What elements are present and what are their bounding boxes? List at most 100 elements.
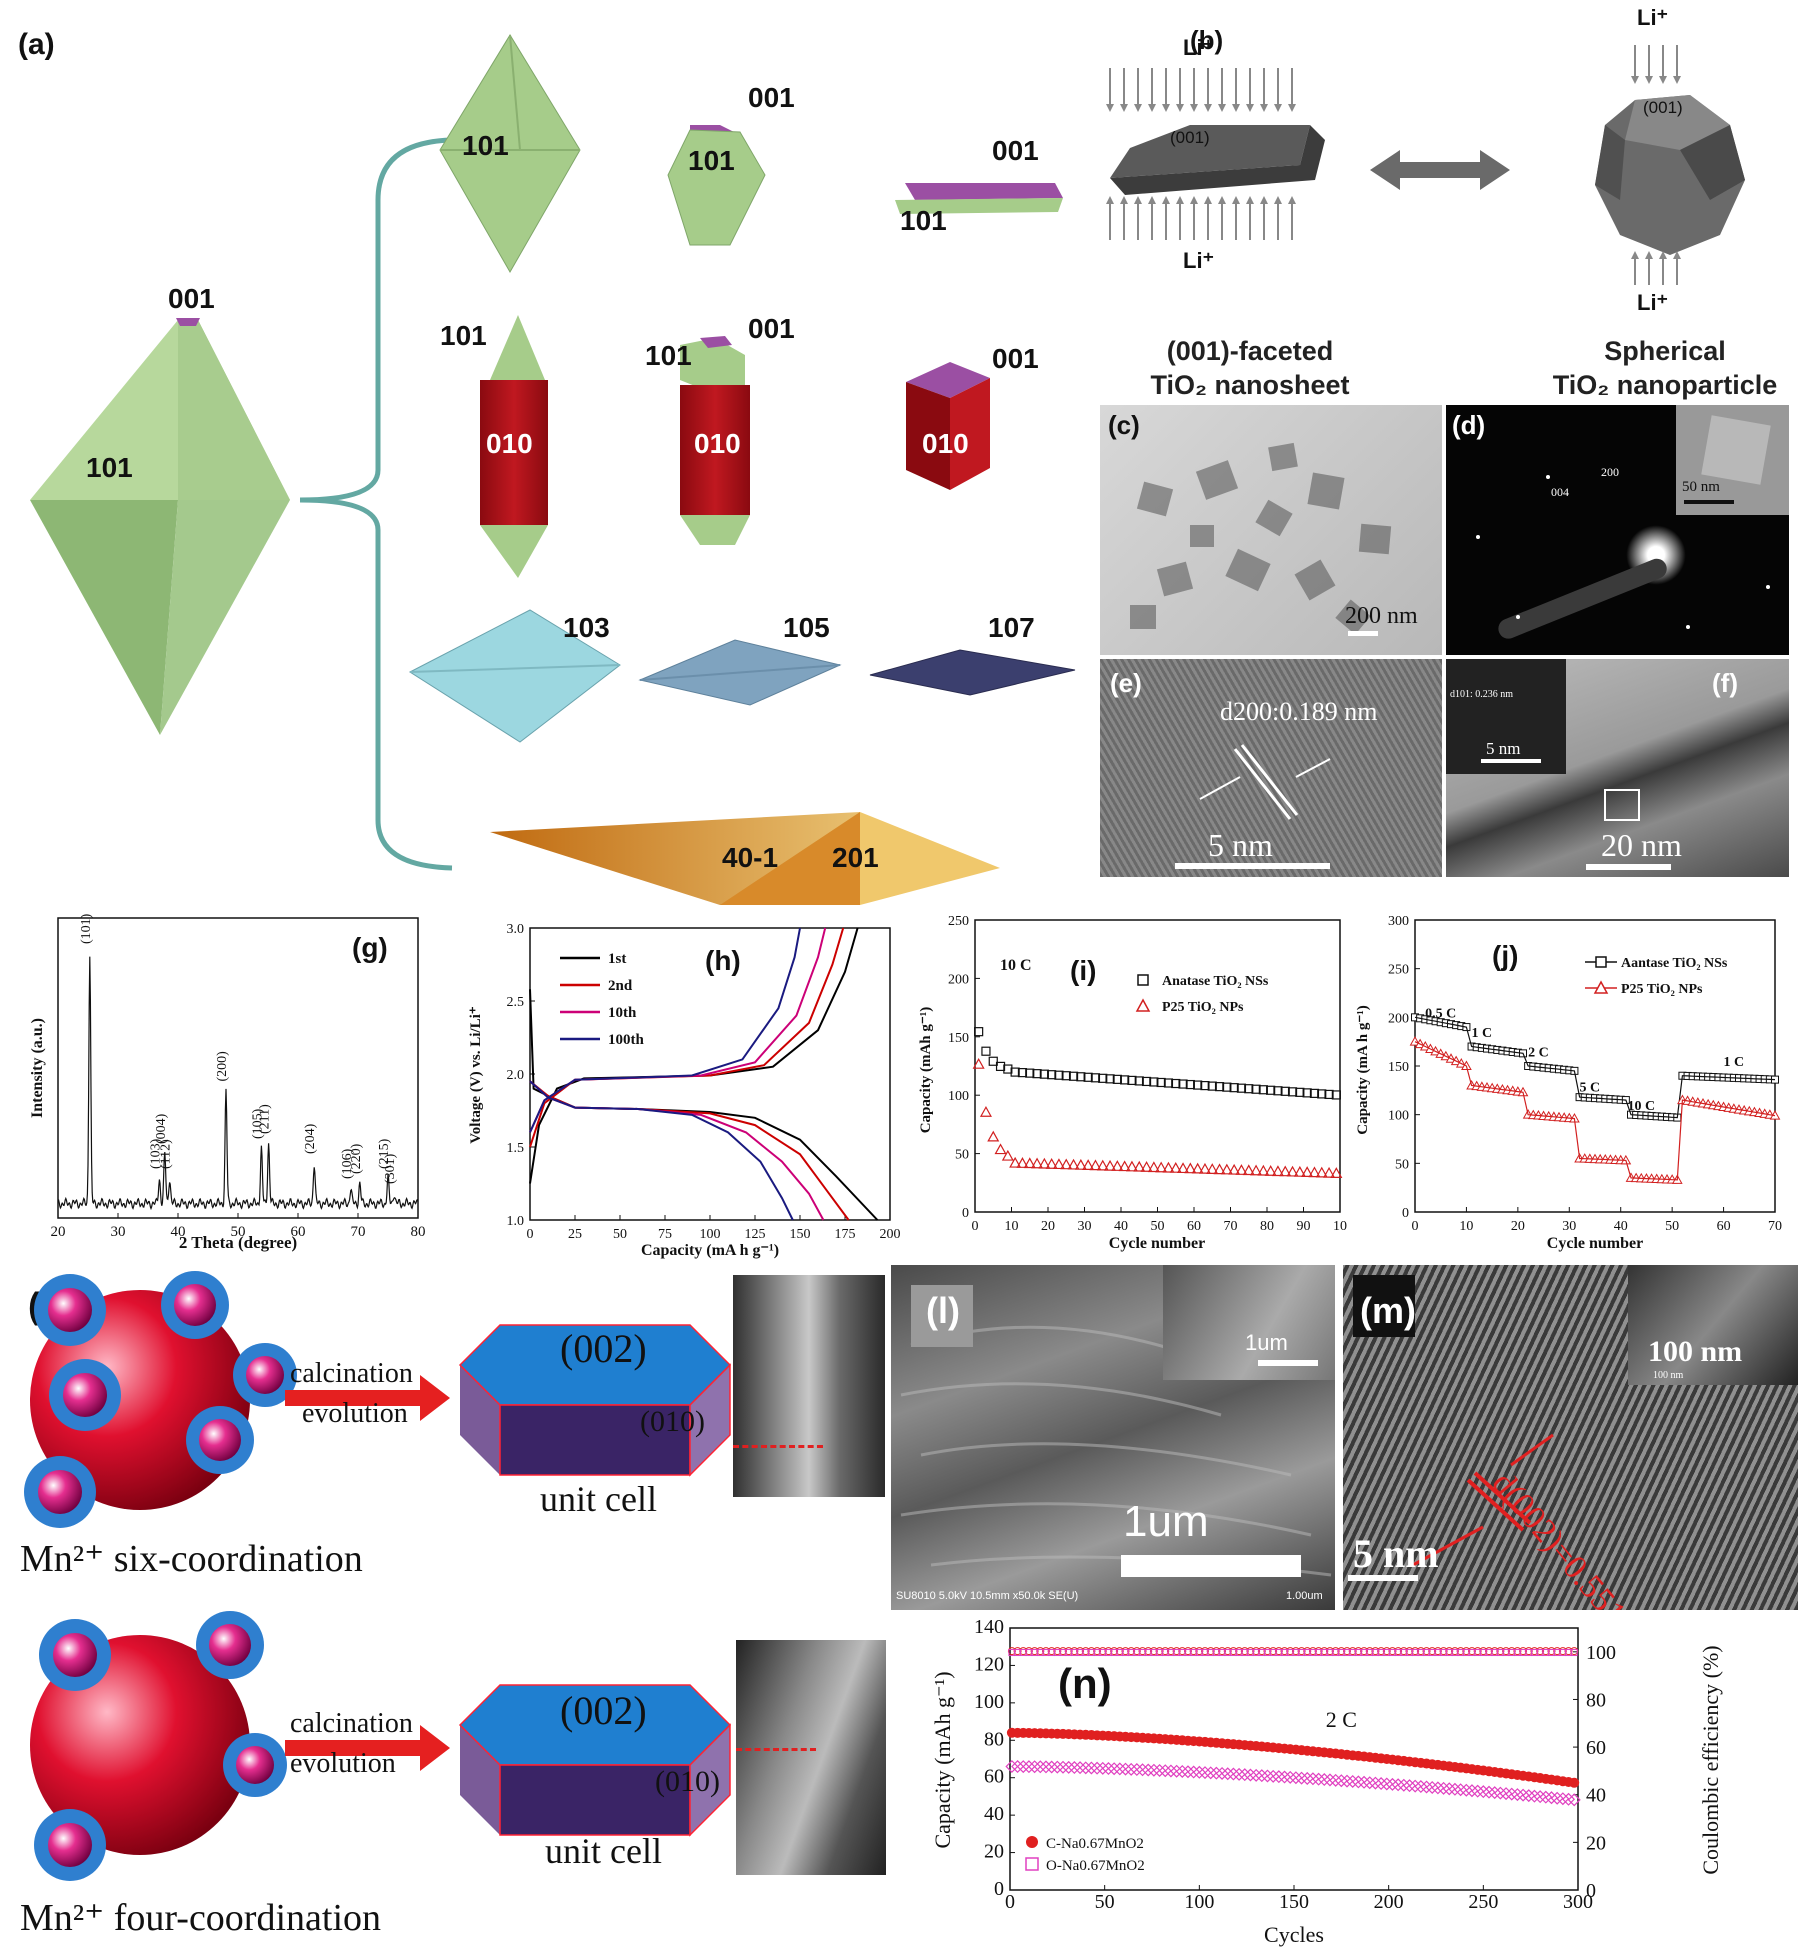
data-point — [1003, 1064, 1013, 1074]
data-point — [1222, 1082, 1232, 1092]
li-arrow-up-head — [1162, 196, 1170, 204]
plane-label-002-top: (002) — [560, 1326, 647, 1371]
li-arrow-down-head — [1659, 76, 1667, 84]
sem-strip-top — [733, 1275, 885, 1497]
facet-label-r4a: 40-1 — [722, 842, 779, 873]
data-point — [1169, 1161, 1182, 1173]
data-point — [1309, 1088, 1320, 1098]
y-axis-label: Intensity (a.u.) — [29, 1018, 46, 1118]
series-line — [1414, 1016, 1776, 1119]
x-tick-label: 100 — [1184, 1891, 1214, 1913]
data-point — [1185, 1079, 1195, 1090]
data-point — [1156, 1077, 1166, 1088]
li-arrow-up-head — [1659, 251, 1667, 259]
li-arrow-up-head — [1190, 196, 1198, 204]
li-arrow-down-head — [1120, 104, 1128, 112]
legend-marker — [1135, 998, 1151, 1012]
peak-label: (204) — [303, 1123, 318, 1154]
y2-tick-label: 40 — [1586, 1785, 1606, 1807]
facet-label-r2a-top: 101 — [440, 320, 487, 351]
data-point — [1141, 1076, 1152, 1087]
sem-footer-l: SU8010 5.0kV 10.5mm x50.0k SE(U) — [896, 1590, 1079, 1602]
data-point — [1193, 1080, 1203, 1090]
facet-001-sphere-label: (001) — [1643, 98, 1683, 117]
data-point — [1295, 1087, 1305, 1097]
x-tick-label: 0 — [1412, 1219, 1419, 1234]
li-arrow-up-head — [1260, 196, 1268, 204]
x-tick-label: 75 — [658, 1227, 672, 1242]
data-point — [1118, 1160, 1131, 1172]
li-label-top-left: Li⁺ — [1183, 35, 1215, 60]
sem-footer-scale-l: 1.00um — [1286, 1590, 1323, 1602]
facet-label-r2a-side: 010 — [486, 428, 533, 459]
rate-label: 0.5 C — [1425, 1006, 1456, 1021]
data-point — [1120, 1075, 1130, 1085]
li-arrow-up-head — [1246, 196, 1254, 204]
unit-cell-label-top: unit cell — [540, 1479, 657, 1519]
voltage-chart-h: 0 25 50 75 100 125 150 175 200 1.0 1.5 2.0 2.5 3.0 1st… — [468, 922, 901, 1259]
facet-label-r2b-side: 010 — [694, 428, 741, 459]
tem-image-f: d101: 0.236 nm 5 nm 20 nm — [1446, 659, 1789, 877]
data-point — [1301, 1166, 1314, 1178]
data-point — [1023, 1157, 1036, 1169]
data-point — [1271, 1165, 1284, 1177]
legend-entry: 2nd — [608, 978, 633, 994]
data-point — [1039, 1069, 1049, 1079]
data-point — [995, 1061, 1006, 1072]
arrow-label-calcination-bottom: calcination — [290, 1708, 413, 1739]
curve-discharge — [529, 1080, 794, 1221]
data-point — [1112, 1074, 1122, 1084]
data-point — [1076, 1072, 1086, 1082]
rate-label: 1 C — [1472, 1026, 1493, 1041]
legend-entry: P25 TiO₂ NPs — [1621, 982, 1703, 997]
li-arrow-up-head — [1288, 196, 1296, 204]
y-axis-label: Capacity (mA h g⁻¹) — [1355, 1005, 1371, 1135]
data-point — [1178, 1079, 1188, 1089]
data-point — [1213, 1163, 1226, 1175]
y-tick-label: 250 — [1388, 963, 1409, 978]
y-tick-label: 2.5 — [507, 995, 525, 1010]
data-point — [979, 1106, 992, 1117]
curve-charge — [529, 927, 845, 1148]
panel-label-h: (h) — [705, 945, 741, 976]
data-point — [1061, 1071, 1071, 1081]
y-axis-label: Capacity (mAh g⁻¹) — [930, 1671, 955, 1848]
scale-label-m-inset: 100 nm — [1648, 1335, 1743, 1368]
hex-unit-cell-top — [458, 1324, 732, 1477]
x-tick-label: 60 — [1187, 1219, 1201, 1234]
x-axis-label: Cycle number — [1109, 1235, 1205, 1252]
y-tick-label: 150 — [948, 1031, 969, 1046]
caption-nanoparticle-line1: Spherical — [1604, 336, 1726, 366]
data-point — [1025, 1068, 1035, 1078]
x-tick-label: 10 — [1005, 1219, 1019, 1234]
li-arrow-down-head — [1106, 104, 1114, 112]
x-tick-label: 300 — [1563, 1891, 1593, 1913]
y-tick-label: 100 — [1388, 1109, 1409, 1124]
li-arrow-down-head — [1260, 104, 1268, 112]
legend-marker — [1595, 956, 1607, 968]
peak-label: (112) — [159, 1139, 174, 1169]
panel-label-i: (i) — [1070, 955, 1097, 986]
sem-inset-m: 100 nm 100 nm — [1628, 1265, 1798, 1385]
y-tick-label: 0 — [994, 1878, 1004, 1900]
facet-label-r1a: 101 — [462, 130, 509, 161]
x-tick-label: 200 — [880, 1227, 901, 1242]
caption-nanoparticle-line2: TiO₂ nanoparticle — [1552, 370, 1778, 400]
y-tick-label: 150 — [1388, 1060, 1409, 1075]
mn-four-coordination-model — [30, 1611, 287, 1881]
legend-entry: C-Na0.67MnO2 — [1046, 1836, 1144, 1852]
caption-nanosheet-line2: TiO₂ nanosheet — [1150, 370, 1350, 400]
data-point — [1082, 1159, 1095, 1170]
li-arrow-up-head — [1204, 196, 1212, 204]
arrow-icon-bottom — [285, 1725, 450, 1771]
facet-label-r2c-top: 001 — [992, 343, 1039, 374]
data-point — [1090, 1073, 1101, 1083]
li-arrow-down-head — [1246, 104, 1254, 112]
data-point — [1330, 1167, 1343, 1178]
x-tick-label: 0 — [972, 1219, 979, 1234]
peak-label: (004) — [154, 1113, 169, 1144]
x-tick-label: 50 — [1095, 1891, 1115, 1913]
data-point — [1308, 1166, 1321, 1178]
x-tick-label: 50 — [1151, 1219, 1165, 1234]
peak-label: (103) — [148, 1138, 163, 1169]
